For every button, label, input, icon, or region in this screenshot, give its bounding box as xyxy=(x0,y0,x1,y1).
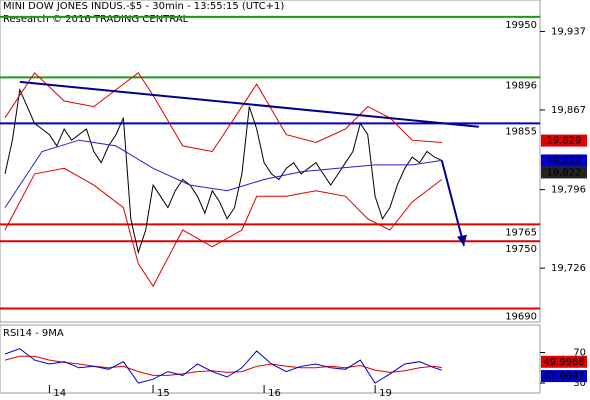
chart-title: MINI DOW JONES INDUS.-$5 - 30min - 13:55… xyxy=(3,1,284,12)
level-label: 19690 xyxy=(505,312,537,323)
level-label: 19950 xyxy=(505,20,537,31)
series-line xyxy=(4,72,442,153)
x-tick-label: 19 xyxy=(379,388,392,399)
rsi-panel xyxy=(0,324,541,394)
last-value-box xyxy=(541,154,587,167)
rsi-last-label: 47.0047 xyxy=(543,371,584,382)
series-line xyxy=(4,167,443,288)
x-tick-label: 15 xyxy=(157,388,170,399)
rsi-last-box xyxy=(541,355,587,368)
last-value-label: 19,822 xyxy=(547,155,582,166)
y-tick-label: 19,937 xyxy=(551,26,586,37)
series-line xyxy=(440,160,465,246)
rsi-line xyxy=(4,348,442,384)
last-value-label: 19,822 xyxy=(547,167,582,178)
level-label: 19750 xyxy=(505,244,537,255)
y-tick-label: 19,867 xyxy=(551,105,586,116)
rsi-tick-label: 70 xyxy=(573,348,586,359)
y-tick-label: 19,726 xyxy=(551,263,586,274)
level-label: 19765 xyxy=(505,227,537,238)
rsi-tick-label: 30 xyxy=(573,378,586,389)
level-label: 19855 xyxy=(505,126,537,137)
rsi-last-box xyxy=(541,370,587,383)
forecast-arrowhead xyxy=(456,234,467,246)
rsi-title: RSI14 - 9MA xyxy=(3,328,64,339)
series-line xyxy=(19,80,479,128)
price-panel xyxy=(0,0,541,323)
last-value-box xyxy=(541,134,587,147)
series-line xyxy=(4,139,442,208)
chart-subtitle: Research © 2016 TRADING CENTRAL xyxy=(3,14,189,25)
series-line xyxy=(4,88,443,255)
x-tick-label: 16 xyxy=(268,388,281,399)
last-value-box xyxy=(541,166,587,179)
rsi-last-label: 49.9968 xyxy=(543,357,584,368)
x-tick-label: 14 xyxy=(53,388,66,399)
level-label: 19896 xyxy=(505,80,537,91)
y-tick-label: 19,796 xyxy=(551,185,586,196)
last-value-label: 19,829 xyxy=(547,136,582,147)
rsi-ma-line xyxy=(4,355,442,376)
